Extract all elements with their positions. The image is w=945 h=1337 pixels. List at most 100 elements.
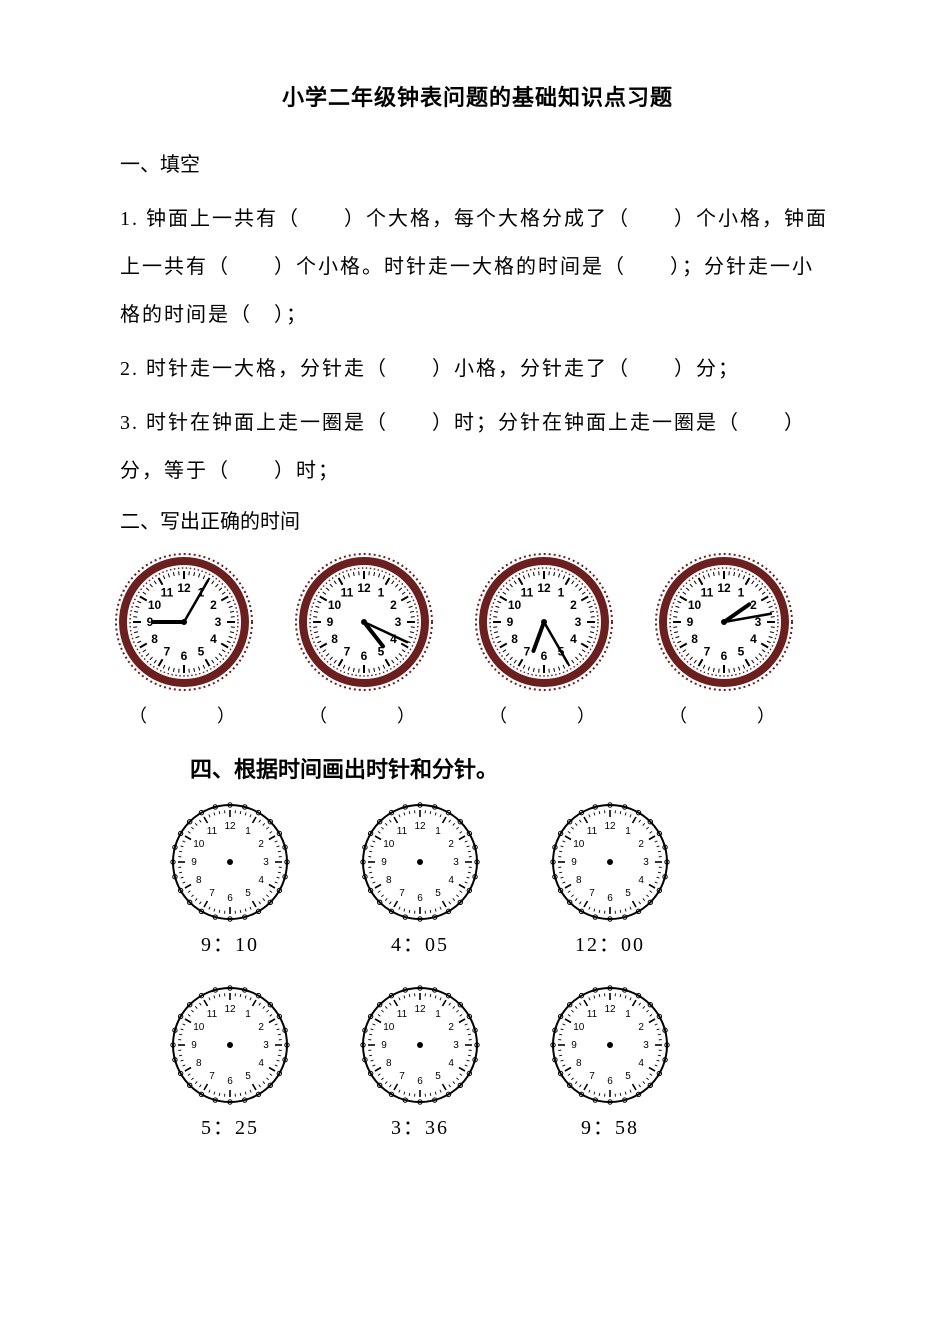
- clock-face: 121234567891011: [654, 552, 794, 692]
- svg-text:2: 2: [750, 598, 757, 612]
- svg-text:12: 12: [177, 581, 191, 595]
- svg-text:1: 1: [558, 586, 565, 600]
- svg-text:3: 3: [263, 857, 269, 868]
- svg-text:6: 6: [721, 649, 728, 663]
- answer-blank: （ ）: [129, 702, 239, 728]
- svg-text:9: 9: [327, 615, 334, 629]
- svg-text:9: 9: [381, 857, 387, 868]
- svg-text:5: 5: [738, 644, 745, 658]
- svg-text:5: 5: [198, 644, 205, 658]
- svg-text:3: 3: [643, 1040, 649, 1051]
- svg-text:4: 4: [638, 1058, 644, 1069]
- svg-text:10: 10: [148, 598, 162, 612]
- svg-text:3: 3: [263, 1040, 269, 1051]
- svg-text:12: 12: [414, 821, 426, 832]
- svg-text:11: 11: [397, 1009, 408, 1020]
- svg-text:1: 1: [625, 1009, 631, 1020]
- svg-text:6: 6: [181, 649, 188, 663]
- svg-text:11: 11: [521, 586, 534, 600]
- svg-text:11: 11: [397, 826, 408, 837]
- blank-clock-row-1: 121234567891011 9：10 121234567891011 4：0…: [170, 802, 835, 957]
- blank-clock-cell: 121234567891011 4：05: [360, 802, 480, 957]
- svg-text:11: 11: [207, 1009, 218, 1020]
- svg-text:12: 12: [604, 821, 616, 832]
- svg-text:7: 7: [524, 644, 531, 658]
- section-4-heading: 四、根据时间画出时针和分针。: [190, 752, 835, 784]
- blank-clock-face: 121234567891011: [360, 802, 480, 922]
- blank-clock-cell: 121234567891011 12：00: [550, 802, 670, 957]
- svg-text:8: 8: [151, 632, 158, 646]
- svg-text:6: 6: [417, 1076, 423, 1087]
- svg-text:12: 12: [414, 1004, 426, 1015]
- worksheet-page: 小学二年级钟表问题的基础知识点习题 一、填空 1. 钟面上一共有（ ）个大格，每…: [0, 0, 945, 1200]
- blank-clock-face: 121234567891011: [550, 802, 670, 922]
- svg-text:11: 11: [341, 586, 354, 600]
- svg-text:11: 11: [587, 826, 598, 837]
- svg-text:2: 2: [390, 598, 397, 612]
- svg-text:9: 9: [191, 1040, 197, 1051]
- blank-clock-row-2: 121234567891011 5：25 121234567891011 3：3…: [170, 985, 835, 1140]
- svg-text:1: 1: [245, 826, 251, 837]
- blank-clock-cell: 121234567891011 3：36: [360, 985, 480, 1140]
- question-3: 3. 时针在钟面上走一圈是（ ）时；分针在钟面上走一圈是（ ）分，等于（ ）时；: [120, 399, 835, 495]
- svg-text:2: 2: [638, 1022, 644, 1033]
- svg-text:9: 9: [381, 1040, 387, 1051]
- svg-text:3: 3: [453, 857, 459, 868]
- svg-text:4: 4: [258, 1058, 264, 1069]
- svg-text:7: 7: [399, 888, 405, 899]
- svg-text:10: 10: [383, 1022, 395, 1033]
- blank-clock-cell: 121234567891011 9：10: [170, 802, 290, 957]
- svg-text:4: 4: [570, 632, 577, 646]
- svg-text:2: 2: [638, 839, 644, 850]
- clock-face: 121234567891011: [114, 552, 254, 692]
- svg-text:5: 5: [245, 1071, 251, 1082]
- svg-text:6: 6: [541, 649, 548, 663]
- svg-text:11: 11: [587, 1009, 598, 1020]
- svg-text:2: 2: [210, 598, 217, 612]
- answer-blank: （ ）: [309, 702, 419, 728]
- question-2: 2. 时针走一大格，分针走（ ）小格，分针走了（ ）分；: [120, 345, 835, 393]
- svg-text:5: 5: [435, 888, 441, 899]
- svg-text:10: 10: [573, 839, 585, 850]
- svg-text:8: 8: [511, 632, 518, 646]
- svg-text:4: 4: [258, 875, 264, 886]
- svg-text:8: 8: [196, 875, 202, 886]
- svg-text:8: 8: [386, 1058, 392, 1069]
- blank-clock-face: 121234567891011: [170, 985, 290, 1105]
- svg-text:5: 5: [245, 888, 251, 899]
- svg-text:1: 1: [738, 586, 745, 600]
- svg-text:3: 3: [575, 615, 582, 629]
- question-1: 1. 钟面上一共有（ ）个大格，每个大格分成了（ ）个小格，钟面上一共有（ ）个…: [120, 195, 835, 339]
- svg-text:7: 7: [399, 1071, 405, 1082]
- svg-text:9: 9: [571, 1040, 577, 1051]
- answer-blank: （ ）: [669, 702, 779, 728]
- svg-text:3: 3: [215, 615, 222, 629]
- svg-text:6: 6: [361, 649, 368, 663]
- clock-cell: 121234567891011 （ ）: [294, 552, 434, 728]
- blank-clock-face: 121234567891011: [550, 985, 670, 1105]
- svg-text:8: 8: [196, 1058, 202, 1069]
- svg-text:1: 1: [625, 826, 631, 837]
- svg-text:11: 11: [207, 826, 218, 837]
- svg-text:4: 4: [750, 632, 757, 646]
- svg-text:8: 8: [691, 632, 698, 646]
- section-1-heading: 一、填空: [120, 148, 835, 177]
- svg-text:10: 10: [193, 839, 205, 850]
- clock-time-label: 5：25: [201, 1111, 259, 1140]
- clock-time-label: 12：00: [575, 928, 645, 957]
- svg-text:2: 2: [258, 839, 264, 850]
- svg-text:10: 10: [328, 598, 342, 612]
- svg-text:5: 5: [435, 1071, 441, 1082]
- svg-text:12: 12: [224, 1004, 236, 1015]
- svg-text:9: 9: [571, 857, 577, 868]
- clock-face: 121234567891011: [474, 552, 614, 692]
- svg-text:7: 7: [589, 1071, 595, 1082]
- svg-text:1: 1: [435, 826, 441, 837]
- svg-text:4: 4: [210, 632, 217, 646]
- svg-text:1: 1: [378, 586, 385, 600]
- svg-text:12: 12: [717, 581, 731, 595]
- svg-text:2: 2: [448, 839, 454, 850]
- svg-text:7: 7: [209, 888, 215, 899]
- svg-text:5: 5: [625, 1071, 631, 1082]
- clock-cell: 121234567891011 （ ）: [114, 552, 254, 728]
